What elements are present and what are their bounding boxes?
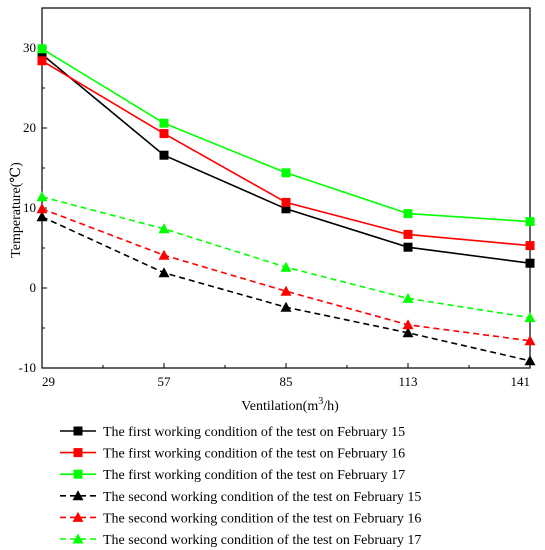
x-tick-label: 57 — [158, 374, 172, 389]
data-point — [403, 209, 413, 219]
legend-marker — [73, 448, 83, 458]
data-point — [37, 56, 47, 66]
x-tick-label: 141 — [511, 374, 531, 389]
data-point — [36, 203, 48, 214]
series-line — [41, 48, 531, 223]
series-line — [41, 196, 531, 319]
y-tick-label: 30 — [23, 40, 36, 55]
data-point — [280, 301, 292, 312]
data-point — [524, 312, 536, 323]
legend-marker — [72, 511, 84, 522]
data-point — [403, 229, 413, 239]
series-1 — [37, 49, 535, 268]
legend-item: The second working condition of the test… — [60, 533, 421, 548]
legend-item: The second working condition of the test… — [60, 490, 421, 505]
series-line — [41, 53, 531, 264]
data-point — [36, 191, 48, 202]
legend-label: The second working condition of the test… — [103, 533, 421, 548]
plot-area-border — [41, 7, 531, 369]
y-axis-label: Temperature(℃) — [9, 162, 24, 258]
data-point — [159, 129, 169, 139]
series-6 — [36, 191, 536, 323]
data-point — [36, 211, 48, 222]
legend-item: The second working condition of the test… — [60, 511, 421, 526]
x-axis-ticks: 29 57 85 113 141 — [41, 363, 531, 389]
y-tick-label: 10 — [23, 200, 36, 215]
legend-label: The first working condition of the test … — [103, 447, 405, 462]
x-axis-label: Ventilation(m3/h) — [241, 396, 339, 414]
y-tick-label: -10 — [19, 360, 36, 375]
data-point — [524, 355, 536, 366]
data-point — [281, 197, 291, 207]
data-point — [525, 258, 535, 268]
data-point — [158, 267, 170, 278]
data-point — [37, 44, 47, 54]
y-axis-ticks: -10 0 10 20 30 — [19, 40, 47, 375]
legend-item: The first working condition of the test … — [60, 468, 405, 483]
data-point — [402, 292, 414, 303]
legend-item: The first working condition of the test … — [60, 425, 405, 440]
data-point — [37, 49, 47, 59]
data-point — [280, 261, 292, 272]
data-point — [524, 335, 536, 346]
data-point — [402, 319, 414, 330]
legend-marker — [73, 426, 83, 436]
x-axis-label-main: Ventilation(m — [241, 399, 318, 414]
data-point — [281, 204, 291, 214]
data-point — [159, 150, 169, 160]
data-point — [402, 327, 414, 338]
data-point — [281, 168, 291, 178]
y-tick-label: 0 — [30, 280, 37, 295]
series-line — [41, 208, 531, 342]
series-5 — [36, 203, 536, 346]
series-line — [41, 60, 531, 247]
legend-marker — [72, 533, 84, 544]
plot-frame — [41, 7, 531, 369]
series-2 — [37, 56, 535, 251]
x-tick-label: 113 — [398, 374, 417, 389]
legend-marker — [72, 490, 84, 501]
data-point — [158, 249, 170, 260]
y-tick-label: 20 — [23, 120, 36, 135]
legend-label: The first working condition of the test … — [103, 425, 405, 440]
data-point — [525, 217, 535, 227]
x-tick-label: 85 — [280, 374, 293, 389]
x-axis-label-superscript: 3 — [318, 396, 323, 407]
x-tick-label: 29 — [42, 374, 55, 389]
series-3 — [37, 44, 535, 227]
data-point — [525, 241, 535, 251]
data-point — [158, 223, 170, 234]
data-point — [280, 285, 292, 296]
data-point — [403, 242, 413, 252]
data-point — [159, 118, 169, 128]
x-axis-label-tail: /h) — [323, 399, 339, 414]
legend-marker — [73, 469, 83, 479]
legend-label: The first working condition of the test … — [103, 468, 405, 483]
legend-item: The first working condition of the test … — [60, 447, 405, 462]
legend-label: The second working condition of the test… — [103, 490, 421, 505]
legend-label: The second working condition of the test… — [103, 511, 421, 526]
legend: The first working condition of the test … — [60, 425, 421, 548]
series-layer — [36, 44, 536, 366]
series-4 — [36, 211, 536, 366]
